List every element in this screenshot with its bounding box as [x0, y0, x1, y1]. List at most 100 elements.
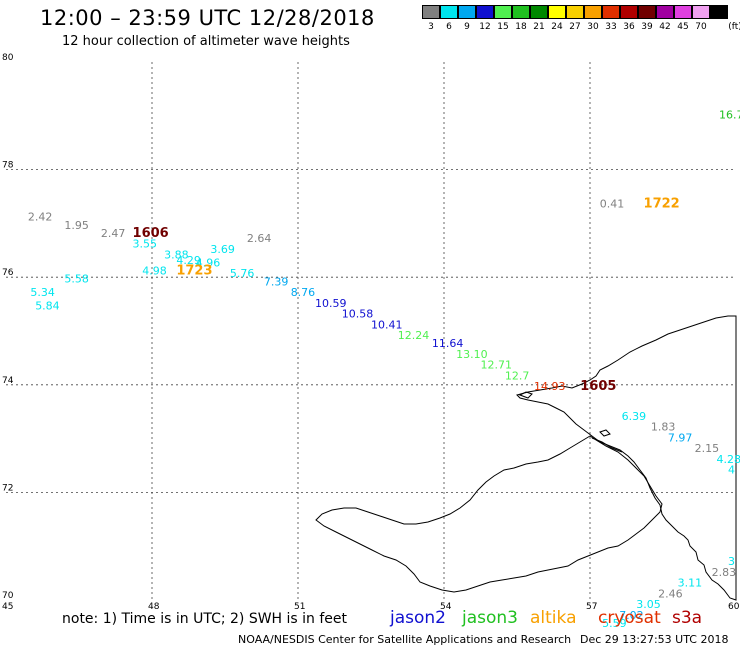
coastline-south-island — [315, 435, 663, 593]
longitude-tick-label: 57 — [586, 602, 597, 612]
wave-height-value: 10.58 — [342, 308, 374, 321]
satellite-legend-cryosat: cryosat — [598, 608, 661, 628]
coastline-novaya-zemlya — [315, 315, 737, 601]
latitude-tick-label: 70 — [2, 591, 14, 601]
color-scale-swatch — [584, 5, 602, 19]
wave-height-value: 4.29 — [176, 254, 201, 267]
wave-height-value: 1.83 — [651, 421, 676, 434]
color-scale-swatch — [512, 5, 530, 19]
wave-height-value: 2.47 — [101, 227, 126, 240]
latitude-tick-label: 74 — [2, 376, 14, 386]
color-scale-swatch — [494, 5, 512, 19]
wave-height-value: 2.83 — [712, 566, 737, 579]
latitude-labels: 80 78 76 74 72 70 — [2, 53, 14, 601]
color-scale-label: 39 — [641, 22, 653, 32]
longitude-tick-label: 51 — [294, 602, 305, 612]
color-scale-swatch — [674, 5, 692, 19]
satellite-legend-s3a: s3a — [672, 608, 703, 628]
wave-height-value: 0.41 — [600, 197, 625, 210]
wave-height-observations: 16.7 0.41 1722 2.42 1.95 2.47 1606 2.64 3.55 3.88… — [28, 108, 740, 629]
color-scale-label: 45 — [677, 22, 689, 32]
wave-height-value: 13.10 — [456, 348, 488, 361]
color-scale-label: 33 — [605, 22, 617, 32]
color-scale-swatch — [566, 5, 584, 19]
wave-height-value: 7.02 — [619, 609, 644, 622]
pass-time-label: 1722 — [644, 196, 680, 211]
color-scale-label: 36 — [623, 22, 635, 32]
coastline-islet — [518, 391, 533, 399]
color-scale-swatch — [602, 5, 620, 19]
pass-time-label: 1605 — [580, 379, 616, 394]
wave-height-value: 3.05 — [636, 598, 661, 611]
color-scale-swatch — [638, 5, 656, 19]
satellite-legend-jason2: jason2 — [390, 608, 446, 628]
wave-height-value: 12.24 — [398, 329, 430, 342]
wave-height-value: 3.69 — [210, 243, 235, 256]
color-scale-label: 18 — [515, 22, 527, 32]
wave-height-value: 16.7 — [719, 108, 740, 121]
wave-height-value: 3 — [728, 555, 735, 568]
wave-height-value: 10.59 — [315, 297, 347, 310]
latitude-tick-label: 80 — [2, 53, 14, 63]
generated-timestamp: Dec 29 13:27:53 UTC 2018 — [580, 633, 729, 646]
color-scale-swatch — [548, 5, 566, 19]
wave-height-value: 12.71 — [481, 359, 513, 372]
color-scale-unit: (ft) — [728, 22, 740, 32]
coastline-matochkin-strait — [591, 437, 623, 453]
color-scale-label: 15 — [497, 22, 509, 32]
pass-time-label: 1606 — [133, 226, 169, 241]
wave-height-value: 3.88 — [164, 248, 189, 261]
color-scale-swatch — [656, 5, 674, 19]
wave-height-value: 2.64 — [247, 232, 272, 245]
wave-height-value: 4.96 — [196, 256, 221, 269]
color-scale-label: 6 — [446, 22, 452, 32]
wave-height-value: 3.11 — [678, 577, 703, 590]
color-scale-swatch — [692, 5, 710, 19]
wave-height-value: 5.34 — [30, 286, 55, 299]
color-scale-swatch — [530, 5, 548, 19]
wave-height-value: 5.58 — [64, 273, 89, 286]
wave-height-value: 6.39 — [622, 410, 647, 423]
wave-height-value: 2.15 — [695, 442, 720, 455]
color-scale-swatch — [620, 5, 638, 19]
wave-height-value: 7.39 — [264, 275, 289, 288]
color-scale-swatch — [710, 5, 728, 19]
wave-height-value: 2.42 — [28, 211, 53, 224]
latitude-tick-label: 78 — [2, 161, 14, 171]
wave-height-value: 14.93 — [534, 380, 566, 393]
color-scale-label: 12 — [479, 22, 491, 32]
map-subtitle: 12 hour collection of altimeter wave hei… — [62, 34, 350, 49]
color-scale-label: 21 — [533, 22, 545, 32]
pass-time-label: 1723 — [176, 264, 212, 279]
wave-height-value: 8.76 — [291, 286, 316, 299]
color-scale-label: 70 — [695, 22, 707, 32]
latitude-tick-label: 76 — [2, 268, 14, 278]
wave-height-value: 12.7 — [505, 369, 530, 382]
color-scale-swatch — [422, 5, 440, 19]
wave-height-value: 4.98 — [142, 265, 167, 278]
color-scale-label: 3 — [428, 22, 434, 32]
color-scale-label: 24 — [551, 22, 563, 32]
wave-height-value: 5.76 — [230, 267, 255, 280]
latitude-tick-label: 72 — [2, 483, 13, 493]
map-title: 12:00 – 23:59 UTC 12/28/2018 — [40, 6, 375, 30]
credit-line: NOAA/NESDIS Center for Satellite Applica… — [238, 633, 572, 646]
lat-lon-grid — [6, 62, 736, 600]
coastline-islet — [599, 429, 611, 437]
wave-height-value: 5.59 — [602, 617, 627, 630]
color-scale-swatch — [458, 5, 476, 19]
longitude-tick-label: 45 — [2, 602, 13, 612]
coastline-north-island — [516, 315, 737, 601]
color-scale-label: 9 — [464, 22, 470, 32]
wave-height-value: 11.64 — [432, 337, 464, 350]
color-scale-label: 42 — [659, 22, 671, 32]
wave-height-value: 10.41 — [371, 318, 403, 331]
wave-height-value: 3.55 — [133, 238, 158, 251]
color-scale-swatch — [440, 5, 458, 19]
color-scale-label: 30 — [587, 22, 599, 32]
longitude-tick-label: 60 — [728, 602, 740, 612]
satellite-legend-altika: altika — [530, 608, 577, 628]
longitude-tick-label: 48 — [148, 602, 160, 612]
wave-height-value: 5.84 — [35, 299, 60, 312]
